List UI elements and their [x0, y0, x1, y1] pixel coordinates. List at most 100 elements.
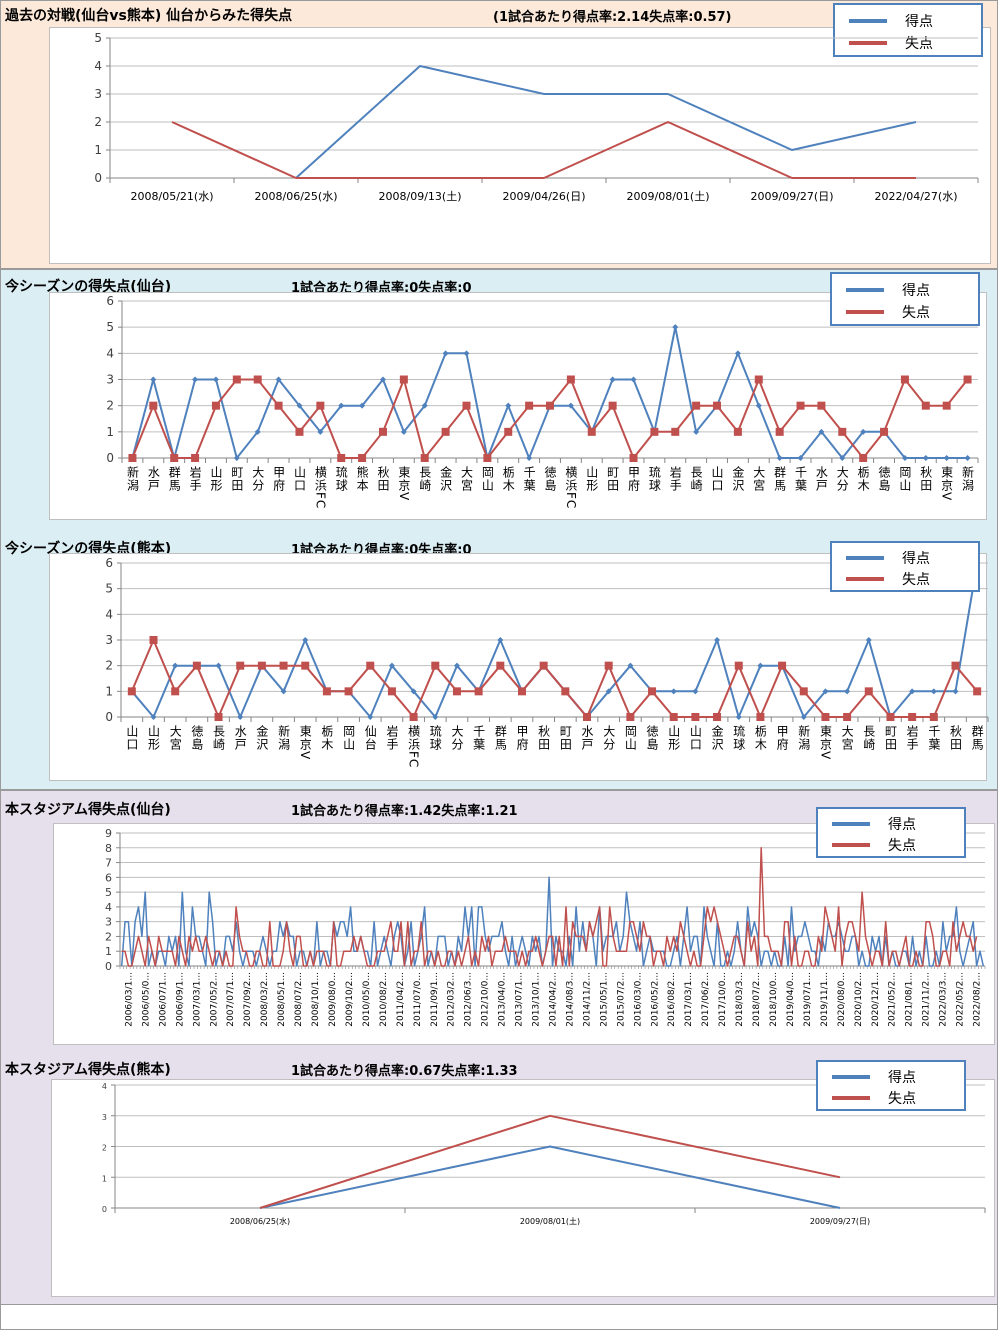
sendai-stadium-legend: 得点 失点	[816, 807, 966, 858]
data-point-conceded	[387, 687, 396, 696]
x-tick-label: 山形	[585, 466, 599, 492]
data-point-score	[367, 714, 374, 720]
y-tick-label: 5	[105, 886, 112, 899]
x-tick-label: 栃木	[753, 725, 767, 751]
data-point-conceded	[344, 687, 353, 696]
data-point-conceded	[232, 375, 241, 384]
data-point-conceded	[496, 661, 505, 670]
x-tick-label: 大分	[251, 466, 265, 492]
data-point-score	[237, 714, 244, 720]
series-line-score	[131, 326, 968, 459]
data-point-conceded	[525, 401, 534, 410]
kumamoto-stadium-title: 本スタジアム得失点(熊本)	[5, 1062, 171, 1078]
sendai-stadium-plot-area	[53, 823, 995, 1045]
series-line-conceded	[259, 1114, 841, 1209]
data-point-score	[526, 455, 533, 461]
y-tick-label: 6	[105, 871, 112, 884]
data-point-score	[233, 455, 240, 461]
x-tick-label: 山形	[667, 725, 681, 751]
x-tick-label: 2014/08/3...	[565, 972, 575, 1027]
data-point-score	[818, 428, 825, 435]
x-tick-label: 2017/06/2...	[701, 972, 711, 1027]
x-tick-label: 甲府	[515, 725, 529, 751]
data-point-conceded	[799, 687, 808, 696]
x-tick-label: 2021/08/1...	[905, 972, 915, 1027]
data-point-conceded	[671, 427, 680, 436]
data-point-conceded	[859, 454, 868, 462]
x-tick-label: 大分	[602, 725, 616, 751]
x-tick-label: 2009/08/0...	[328, 972, 338, 1027]
legend-swatch-score	[849, 19, 887, 23]
data-point-score	[609, 376, 616, 383]
data-point-conceded	[128, 454, 137, 462]
x-tick-label: 長崎	[689, 466, 703, 492]
y-tick-label: 5	[105, 582, 113, 596]
data-point-conceded	[669, 713, 678, 721]
x-tick-label: 2012/10/0...	[481, 972, 491, 1027]
legend-label-conceded: 失点	[902, 572, 930, 588]
x-tick-label: 栃木	[856, 466, 870, 492]
data-point-score	[317, 428, 324, 435]
y-tick-label: 1	[106, 425, 114, 439]
x-tick-label: 2007/03/1...	[192, 972, 202, 1027]
x-tick-label: 新潟	[797, 724, 811, 751]
data-point-conceded	[316, 401, 325, 410]
x-tick-label: 山口	[125, 725, 139, 751]
data-point-conceded	[583, 713, 592, 721]
x-tick-label: 岡山	[623, 725, 637, 751]
x-tick-label: 徳島	[190, 724, 204, 751]
data-point-score	[605, 688, 612, 695]
data-point-score	[839, 455, 846, 461]
data-point-score	[400, 428, 407, 435]
legend-item-score: 得点	[818, 1067, 964, 1087]
data-point-conceded	[951, 661, 960, 670]
data-point-conceded	[900, 375, 909, 384]
y-tick-label: 4	[105, 607, 113, 621]
x-tick-label: 2020/10/2...	[854, 972, 864, 1027]
legend-swatch-conceded	[849, 41, 887, 45]
data-point-conceded	[420, 454, 429, 462]
legend-item-conceded: 失点	[818, 835, 964, 855]
x-tick-label: 大宮	[459, 466, 473, 492]
data-point-score	[943, 455, 950, 461]
data-point-conceded	[301, 661, 310, 670]
x-tick-label: 大分	[835, 466, 849, 492]
x-tick-label: 水戸	[146, 466, 160, 492]
data-point-conceded	[754, 375, 763, 384]
y-tick-label: 3	[94, 87, 102, 101]
data-point-conceded	[921, 401, 930, 410]
x-tick-label: 東京V	[298, 725, 312, 761]
sendai-season-legend: 得点 失点	[830, 272, 980, 326]
data-point-conceded	[474, 687, 483, 696]
past-chart: 0 1 2 3 4 5 2008/05/21(水) 2008/06/25(水) 2008/09/…	[94, 31, 979, 203]
legend-swatch-conceded	[846, 577, 884, 581]
y-tick-label: 2	[105, 930, 112, 943]
data-point-score	[421, 402, 428, 409]
x-tick-label: 新潟	[961, 465, 975, 492]
y-tick-label: 5	[94, 31, 102, 45]
data-point-score	[442, 350, 449, 357]
x-tick-label: 2020/12/1...	[871, 972, 881, 1027]
data-point-conceded	[191, 454, 200, 462]
data-point-conceded	[821, 713, 830, 721]
x-tick-label: 町田	[558, 725, 572, 751]
data-point-conceded	[431, 661, 440, 670]
data-point-score	[693, 428, 700, 435]
data-point-conceded	[973, 687, 982, 696]
y-tick-label: 3	[105, 633, 113, 647]
data-point-conceded	[322, 687, 331, 696]
data-point-conceded	[566, 375, 575, 384]
data-point-conceded	[778, 661, 787, 670]
series-line-conceded	[130, 639, 978, 718]
x-tick-label: 徳島	[543, 465, 557, 492]
data-point-conceded	[587, 427, 596, 436]
data-point-score	[952, 688, 959, 695]
data-point-conceded	[864, 687, 873, 696]
data-point-conceded	[608, 401, 617, 410]
x-tick-label: 2012/03/2...	[447, 972, 457, 1027]
legend-item-score: 得点	[818, 814, 964, 834]
legend-item-conceded: 失点	[832, 569, 978, 589]
data-point-conceded	[170, 454, 179, 462]
data-point-score	[735, 714, 742, 720]
